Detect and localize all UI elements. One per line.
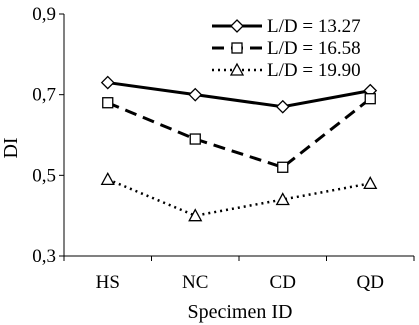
series-2	[102, 93, 376, 173]
data-point	[102, 97, 114, 109]
data-point	[363, 176, 378, 190]
series-1	[100, 75, 378, 114]
series-3	[100, 172, 378, 222]
chart-axes	[59, 13, 415, 261]
x-tick-label: CD	[270, 272, 296, 293]
legend: L/D = 13.27L/D = 16.58L/D = 19.90	[212, 16, 361, 81]
series-line	[107, 97, 372, 169]
y-tick-label: 0,7	[32, 85, 56, 106]
series-group	[100, 75, 378, 222]
data-point	[189, 133, 201, 145]
y-tick-labels: 0,3 0,5 0,7 0,9	[32, 4, 56, 267]
x-axis-label: Specimen ID	[188, 301, 293, 323]
x-tick-labels: HS NC CD QD	[96, 272, 384, 293]
data-point	[188, 208, 203, 222]
legend-item: L/D = 13.27	[212, 16, 361, 37]
data-point	[275, 99, 290, 114]
data-point	[277, 161, 289, 173]
legend-item: L/D = 19.90	[212, 60, 361, 81]
data-point	[364, 93, 376, 105]
y-tick-label: 0,3	[32, 246, 56, 267]
data-point	[100, 75, 115, 90]
data-point	[188, 87, 203, 102]
y-tick-label: 0,5	[32, 165, 56, 186]
x-tick-label: HS	[96, 272, 120, 293]
legend-marker	[230, 19, 244, 33]
series-line	[107, 178, 371, 217]
legend-marker	[229, 62, 245, 76]
legend-item: L/D = 16.58	[212, 38, 361, 59]
data-point	[275, 192, 290, 206]
data-point	[100, 172, 115, 186]
legend-label: L/D = 16.58	[267, 38, 361, 59]
y-tick-label: 0,9	[32, 4, 56, 25]
x-tick-label: NC	[182, 272, 208, 293]
y-axis-label: DI	[0, 137, 22, 158]
legend-label: L/D = 13.27	[267, 16, 361, 37]
legend-label: L/D = 19.90	[267, 60, 361, 81]
x-tick-label: QD	[357, 272, 384, 293]
series-line	[107, 81, 371, 109]
legend-marker	[231, 42, 243, 54]
